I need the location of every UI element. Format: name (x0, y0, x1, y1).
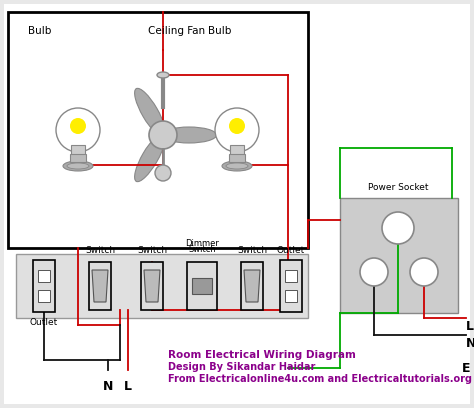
Circle shape (215, 108, 259, 152)
Circle shape (229, 118, 245, 134)
FancyBboxPatch shape (38, 290, 50, 302)
Ellipse shape (222, 161, 252, 171)
Text: Switch: Switch (85, 246, 115, 255)
FancyBboxPatch shape (230, 145, 244, 155)
FancyBboxPatch shape (38, 270, 50, 282)
Text: Outlet: Outlet (30, 318, 58, 327)
Text: From Electricalonline4u.com and Electricaltutorials.org: From Electricalonline4u.com and Electric… (168, 374, 472, 384)
Polygon shape (92, 270, 108, 302)
FancyBboxPatch shape (192, 278, 212, 294)
Text: Power Socket: Power Socket (368, 183, 428, 192)
Text: L: L (124, 380, 132, 393)
FancyBboxPatch shape (70, 154, 86, 162)
FancyBboxPatch shape (241, 262, 263, 310)
Text: N: N (466, 337, 474, 350)
Ellipse shape (135, 133, 165, 182)
Text: N: N (103, 380, 113, 393)
Text: L: L (466, 320, 474, 333)
Circle shape (382, 212, 414, 244)
Text: E: E (462, 361, 471, 375)
Ellipse shape (162, 127, 217, 143)
Text: Design By Sikandar Haidar: Design By Sikandar Haidar (168, 362, 315, 372)
FancyBboxPatch shape (229, 154, 245, 162)
Text: Room Electrical Wiring Diagram: Room Electrical Wiring Diagram (168, 350, 356, 360)
FancyBboxPatch shape (4, 4, 470, 404)
Text: Switch: Switch (188, 245, 216, 254)
Ellipse shape (226, 163, 248, 169)
Text: Switch: Switch (237, 246, 267, 255)
FancyBboxPatch shape (89, 262, 111, 310)
Circle shape (70, 118, 86, 134)
Ellipse shape (135, 89, 165, 137)
Circle shape (410, 258, 438, 286)
FancyBboxPatch shape (280, 260, 302, 312)
Ellipse shape (157, 72, 169, 78)
FancyBboxPatch shape (16, 254, 308, 318)
Polygon shape (144, 270, 160, 302)
FancyBboxPatch shape (141, 262, 163, 310)
Circle shape (149, 121, 177, 149)
FancyBboxPatch shape (71, 145, 85, 155)
FancyBboxPatch shape (8, 12, 308, 248)
Ellipse shape (67, 163, 89, 169)
Ellipse shape (63, 161, 93, 171)
FancyBboxPatch shape (340, 198, 458, 313)
Polygon shape (244, 270, 260, 302)
FancyBboxPatch shape (33, 260, 55, 312)
FancyBboxPatch shape (285, 270, 297, 282)
FancyBboxPatch shape (187, 262, 217, 310)
Circle shape (360, 258, 388, 286)
Text: Dimmer: Dimmer (185, 239, 219, 248)
Text: Switch: Switch (137, 246, 167, 255)
Text: Bulb: Bulb (208, 26, 231, 36)
Text: Bulb: Bulb (28, 26, 51, 36)
Circle shape (155, 165, 171, 181)
Text: Outlet: Outlet (277, 246, 305, 255)
FancyBboxPatch shape (285, 290, 297, 302)
Circle shape (56, 108, 100, 152)
Text: Ceiling Fan: Ceiling Fan (148, 26, 205, 36)
